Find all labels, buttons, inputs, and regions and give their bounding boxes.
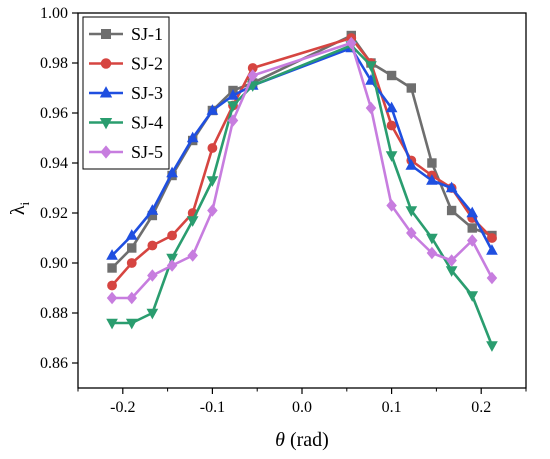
series-sj-5 [106, 36, 498, 305]
legend-marker [100, 145, 112, 159]
y-tick-label: 0.88 [40, 305, 68, 322]
y-tick-label: 0.92 [40, 205, 68, 222]
x-tick-label: 0.2 [471, 399, 491, 416]
x-tick-label: -0.1 [200, 399, 225, 416]
data-point [206, 176, 219, 187]
legend-item: SJ-2 [89, 54, 163, 74]
data-point [166, 253, 178, 265]
x-tick-label: 0.1 [382, 399, 402, 416]
data-point [365, 61, 377, 72]
data-point [247, 69, 258, 82]
data-point [186, 131, 199, 143]
series-line [112, 41, 494, 300]
data-point [107, 280, 117, 291]
data-point [466, 291, 479, 302]
data-point [426, 233, 438, 245]
data-point [206, 104, 219, 115]
data-point [386, 120, 397, 131]
y-axis: 0.86 0.88 0.90 0.92 0.94 0.96 0.98 1.00 [40, 5, 78, 372]
y-tick-label: 1.00 [40, 5, 68, 22]
legend-label: SJ-5 [131, 142, 163, 162]
data-point [446, 205, 457, 216]
data-point [445, 181, 458, 193]
legend-item: SJ-4 [89, 113, 163, 133]
data-point [106, 318, 118, 330]
data-point [386, 70, 397, 81]
legend-item: SJ-5 [89, 142, 163, 162]
y-tick-label: 0.90 [40, 255, 68, 272]
data-point [125, 229, 138, 240]
data-point [166, 166, 178, 178]
legend-label: SJ-3 [131, 83, 163, 103]
data-point [385, 151, 398, 162]
data-point [166, 259, 178, 272]
data-point [227, 89, 239, 100]
data-point [406, 226, 417, 240]
data-point [486, 244, 498, 255]
data-point [107, 263, 117, 273]
data-point [346, 36, 357, 50]
legend-label: SJ-1 [131, 24, 163, 44]
series-sj-4 [106, 41, 498, 352]
data-point [406, 83, 417, 93]
legend-marker [99, 117, 113, 130]
data-point [466, 234, 478, 247]
legend-label: SJ-4 [131, 113, 163, 133]
data-point [207, 204, 218, 217]
legend-item: SJ-1 [89, 24, 163, 44]
data-point [427, 158, 437, 168]
data-point [106, 291, 118, 305]
data-point [147, 269, 158, 282]
y-tick-label: 0.86 [40, 355, 68, 372]
data-point [426, 246, 438, 260]
data-point [126, 291, 138, 305]
data-point [426, 174, 438, 185]
data-point [126, 258, 137, 268]
data-point [146, 204, 159, 215]
data-point [487, 233, 497, 243]
x-tick-label: -0.2 [110, 399, 135, 416]
legend-item: SJ-3 [89, 83, 163, 103]
data-point [486, 341, 498, 352]
data-point [186, 216, 199, 227]
x-axis: -0.2 -0.1 0.0 0.1 0.2 [77, 388, 527, 416]
series-layer [106, 30, 498, 352]
data-point [385, 101, 398, 113]
data-point [187, 249, 198, 262]
y-tick-label: 0.98 [40, 55, 68, 72]
data-point [365, 101, 377, 115]
data-point [405, 159, 418, 170]
data-point [167, 230, 177, 241]
x-tick-label: 0.0 [292, 399, 312, 416]
data-point [146, 308, 159, 320]
legend-label: SJ-2 [131, 54, 163, 74]
data-point [466, 206, 479, 218]
data-point [405, 206, 418, 217]
data-point [125, 318, 138, 330]
legend-marker [100, 58, 112, 69]
y-axis-label: λi [7, 201, 32, 215]
data-point [467, 223, 477, 233]
legend-marker [99, 86, 113, 98]
y-tick-label: 0.96 [40, 105, 68, 122]
series-line [111, 36, 493, 287]
data-point [227, 101, 239, 112]
data-point [446, 254, 457, 267]
data-point [227, 114, 239, 127]
legend: SJ-1 SJ-2 SJ-3 SJ-4 SJ-5 [82, 16, 170, 170]
data-point [147, 240, 158, 251]
series-line [112, 44, 494, 346]
data-point [386, 199, 397, 212]
y-tick-label: 0.94 [40, 155, 68, 172]
data-point [486, 271, 498, 285]
x-axis-label: θ (rad) [275, 429, 329, 451]
legend-marker [101, 28, 112, 39]
data-point [106, 249, 118, 260]
data-point [127, 243, 137, 253]
data-point [207, 143, 218, 153]
